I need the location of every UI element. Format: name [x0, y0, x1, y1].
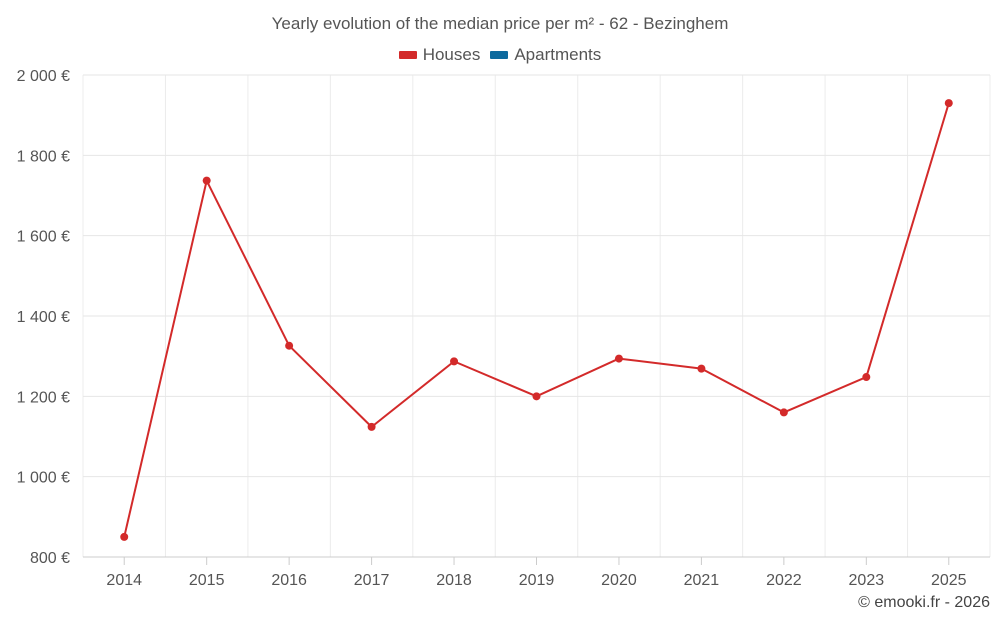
chart-title: Yearly evolution of the median price per…: [271, 14, 729, 33]
data-point-houses: [285, 341, 294, 350]
legend-label-apartments: Apartments: [514, 45, 602, 64]
x-tick-label: 2020: [601, 572, 637, 589]
y-tick-label: 1 200 €: [17, 389, 70, 406]
x-tick-label: 2015: [189, 572, 225, 589]
data-point-houses: [862, 373, 871, 382]
y-tick-label: 1 600 €: [17, 229, 70, 246]
legend-swatch-apartments: [490, 51, 509, 59]
x-tick-label: 2025: [931, 572, 967, 589]
x-tick-label: 2017: [354, 572, 390, 589]
x-tick-label: 2018: [436, 572, 472, 589]
data-point-houses: [367, 422, 376, 431]
y-tick-label: 1 400 €: [17, 309, 70, 326]
legend-item-houses[interactable]: Houses: [398, 45, 481, 65]
x-tick-label: 2023: [849, 572, 885, 589]
y-tick-label: 800 €: [30, 550, 70, 567]
data-point-houses: [614, 354, 623, 363]
x-tick-label: 2021: [684, 572, 720, 589]
data-point-houses: [202, 176, 211, 185]
x-tick-label: 2016: [271, 572, 307, 589]
data-point-houses: [697, 364, 706, 373]
legend-item-apartments[interactable]: Apartments: [490, 45, 601, 65]
y-tick-label: 1 000 €: [17, 470, 70, 487]
data-point-houses: [120, 532, 129, 541]
data-point-houses: [944, 99, 953, 108]
y-tick-label: 2 000 €: [17, 68, 70, 85]
chart-legend: Houses Apartments: [0, 45, 1000, 65]
legend-swatch-houses: [398, 51, 417, 59]
data-point-houses: [779, 408, 788, 417]
credit-text: © emooki.fr - 2026: [858, 594, 990, 611]
x-tick-label: 2014: [106, 572, 142, 589]
x-tick-label: 2019: [519, 572, 555, 589]
data-point-houses: [450, 357, 459, 366]
y-tick-label: 1 800 €: [17, 148, 70, 165]
legend-label-houses: Houses: [422, 45, 481, 64]
data-point-houses: [532, 392, 541, 401]
x-tick-label: 2022: [766, 572, 802, 589]
